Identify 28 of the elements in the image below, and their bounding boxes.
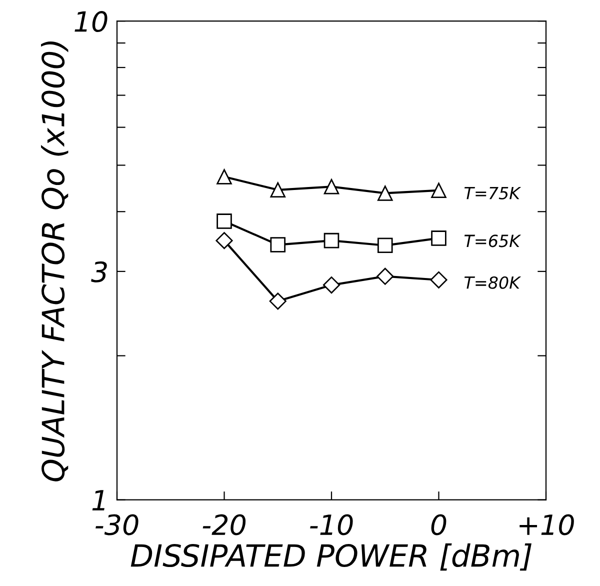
x-tick-label: -20 xyxy=(202,514,246,536)
legend-label: T=80K xyxy=(464,276,522,289)
point xyxy=(216,232,233,250)
point xyxy=(216,214,232,229)
point xyxy=(270,182,286,198)
point xyxy=(270,237,286,252)
point xyxy=(431,182,446,198)
x-axis-title: DISSIPATED POWER [dBm] xyxy=(130,543,532,571)
point xyxy=(376,268,394,285)
y-tick-label: 10 xyxy=(74,11,108,32)
point xyxy=(322,276,340,294)
series-label: T=65K xyxy=(464,234,522,248)
point xyxy=(431,230,446,246)
point xyxy=(324,179,340,194)
point xyxy=(324,232,340,248)
point xyxy=(430,271,448,288)
x-tick-label: 0 xyxy=(431,514,446,536)
x-tick-label: -30 xyxy=(96,514,138,536)
point xyxy=(377,238,393,254)
x-tick-label: +10 xyxy=(520,514,574,536)
series-label: T=75K xyxy=(464,187,522,200)
y-tick-label: 3 xyxy=(91,261,107,282)
x-tick-label: -10 xyxy=(310,514,353,536)
point xyxy=(216,169,232,184)
y-axis-title: QUALITY FACTOR Qo (x1000) xyxy=(41,41,68,482)
point xyxy=(377,186,393,201)
point xyxy=(269,292,286,310)
y-tick-label: 1 xyxy=(92,490,104,510)
